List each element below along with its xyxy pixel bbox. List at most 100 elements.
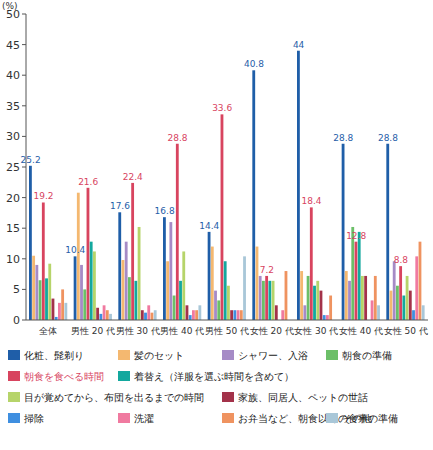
bar xyxy=(262,281,265,320)
bar xyxy=(141,310,144,320)
bar xyxy=(90,242,93,320)
x-tick-label: 男性 40 代 xyxy=(160,326,204,336)
bar xyxy=(300,271,303,320)
bar xyxy=(224,261,227,320)
y-tick xyxy=(22,136,26,137)
bar xyxy=(419,242,422,320)
bar xyxy=(374,276,377,320)
bar xyxy=(275,305,278,320)
legend-swatch xyxy=(222,392,234,402)
legend-swatch xyxy=(326,350,338,360)
bar xyxy=(390,291,393,320)
bar xyxy=(48,264,51,320)
data-label: 18.4 xyxy=(301,196,321,206)
bar xyxy=(406,276,409,320)
bar xyxy=(39,280,42,320)
bar xyxy=(237,310,240,320)
data-label: 28.8 xyxy=(333,133,353,143)
legend-swatch xyxy=(118,350,130,360)
chart: (%)0510152025303540455025.210.417.616.81… xyxy=(0,0,433,450)
bar xyxy=(402,296,405,320)
bar xyxy=(166,261,169,320)
x-tick-label: 女性 30 代 xyxy=(294,326,338,336)
bar xyxy=(259,276,262,320)
bar xyxy=(320,291,323,320)
y-tick xyxy=(22,14,26,15)
y-tick xyxy=(22,258,26,259)
data-label: 7.2 xyxy=(260,265,274,275)
y-tick-label: 10 xyxy=(6,253,20,266)
legend-label: 化粧、髭剃り xyxy=(24,350,84,361)
legend-label: 洗濯 xyxy=(134,413,154,424)
y-tick-label: 40 xyxy=(6,69,20,82)
bar xyxy=(272,281,275,320)
bar xyxy=(173,296,176,320)
legend-label: シャワー、入浴 xyxy=(238,350,308,361)
bar xyxy=(265,276,268,320)
y-tick-label: 15 xyxy=(6,222,20,235)
bar xyxy=(345,271,348,320)
data-label: 21.6 xyxy=(78,177,98,187)
y-tick-label: 0 xyxy=(13,314,20,327)
bar xyxy=(93,251,96,320)
bar xyxy=(74,256,77,320)
bar xyxy=(58,303,61,320)
bar xyxy=(195,310,198,320)
bar xyxy=(303,305,306,320)
bar xyxy=(393,261,396,320)
bar xyxy=(342,144,345,320)
data-label: 28.8 xyxy=(167,133,187,143)
bar xyxy=(227,286,230,320)
bar xyxy=(147,305,150,320)
bar xyxy=(329,296,332,320)
bar xyxy=(326,315,329,320)
bar xyxy=(268,281,271,320)
y-tick-label: 45 xyxy=(6,39,20,52)
x-tick-label: 女性 50 代 xyxy=(384,326,428,336)
data-label: 10.4 xyxy=(65,245,85,255)
legend-label: その他 xyxy=(342,413,372,424)
bar xyxy=(396,286,399,320)
y-tick xyxy=(22,197,26,198)
bar xyxy=(399,266,402,320)
bar xyxy=(313,286,316,320)
bar xyxy=(134,281,137,320)
bar xyxy=(186,305,189,320)
bar xyxy=(106,310,109,320)
bar xyxy=(285,271,288,320)
legend: 化粧、髭剃り髪のセットシャワー、入浴朝食の準備朝食を食べる時間着替え（洋服を選ぶ… xyxy=(8,350,398,424)
bar xyxy=(355,242,358,320)
legend-label: 家族、同居人、ペットの世話 xyxy=(238,392,368,403)
legend-label: 目が覚めてから、布団を出るまでの時間 xyxy=(24,392,204,403)
data-label: 12.8 xyxy=(346,231,366,241)
bar xyxy=(179,281,182,320)
bar xyxy=(214,291,217,320)
bar xyxy=(144,313,147,320)
x-tick-label: 女性 20 代 xyxy=(250,326,294,336)
legend-swatch xyxy=(222,350,234,360)
y-tick-label: 30 xyxy=(6,130,20,143)
bar xyxy=(243,256,246,320)
data-label: 40.8 xyxy=(244,59,264,69)
bar xyxy=(99,314,102,320)
legend-label: お弁当など、朝食以外の食事の準備 xyxy=(238,413,398,424)
legend-swatch xyxy=(8,413,20,423)
legend-swatch xyxy=(118,413,130,423)
bar xyxy=(377,305,380,320)
bar xyxy=(316,281,319,320)
bar xyxy=(364,276,367,320)
x-tick-label: 男性 20 代 xyxy=(71,326,115,336)
bar xyxy=(409,291,412,320)
bar xyxy=(45,278,48,320)
x-tick-label: 全体 xyxy=(39,326,57,336)
bar xyxy=(415,256,418,320)
bar xyxy=(176,144,179,320)
data-label: 22.4 xyxy=(123,172,143,182)
y-tick xyxy=(22,289,26,290)
bar xyxy=(198,305,201,320)
bar xyxy=(307,276,310,320)
data-label: 19.2 xyxy=(33,191,53,201)
y-tick xyxy=(22,44,26,45)
bar xyxy=(348,281,351,320)
x-tick-label: 男性 50 代 xyxy=(205,326,249,336)
